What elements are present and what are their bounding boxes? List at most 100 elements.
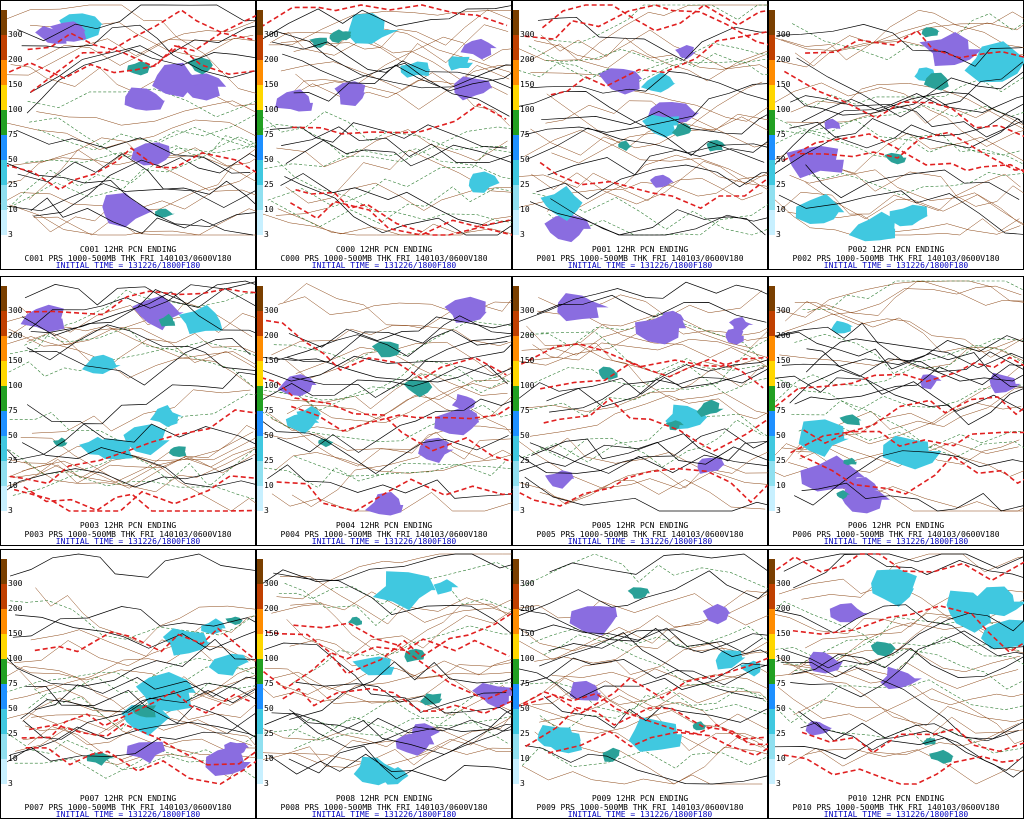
isobar <box>258 334 518 382</box>
state-border <box>795 132 1024 174</box>
thickness-line <box>539 419 764 468</box>
scale-label: 3 <box>520 779 525 788</box>
state-border <box>270 31 510 81</box>
thickness-line <box>548 4 790 44</box>
panel-title: P002 12HR PCN ENDING <box>848 245 945 254</box>
precip-area <box>152 62 207 98</box>
scale-label: 3 <box>776 506 781 515</box>
isobar <box>30 197 254 236</box>
map-area <box>768 280 1024 514</box>
precip-area <box>824 118 841 130</box>
colorbar-segment <box>513 160 519 185</box>
precip-area <box>569 606 618 636</box>
isobar <box>26 404 259 446</box>
isobar <box>6 708 263 763</box>
isobar <box>550 198 772 236</box>
scale-label: 75 <box>776 679 786 688</box>
precip-area <box>843 457 857 466</box>
map-area <box>512 281 795 512</box>
precip-area <box>132 295 184 331</box>
colorbar-segment <box>257 436 263 461</box>
scale-label: 10 <box>264 754 274 763</box>
precip-area <box>372 571 436 611</box>
precip-area <box>848 211 896 242</box>
colorbar-segment <box>513 609 519 634</box>
isobar <box>531 433 773 462</box>
precip-area <box>155 208 175 218</box>
state-border <box>274 449 529 474</box>
colorbar-segment <box>257 386 263 411</box>
scale-label: 3 <box>264 506 269 515</box>
colorbar-segment <box>513 35 519 60</box>
colorbar-segment <box>513 436 519 461</box>
state-border <box>291 438 511 507</box>
precip-area <box>642 114 680 138</box>
isobar <box>269 122 507 149</box>
isobar <box>24 284 260 309</box>
precip-area <box>102 192 154 228</box>
state-border <box>779 347 1024 370</box>
colorbar-segment <box>513 559 519 584</box>
panel-title: P007 12HR PCN ENDING <box>80 794 177 803</box>
state-border <box>780 173 1021 215</box>
colorbar-segment <box>1 411 7 436</box>
state-border <box>280 72 510 126</box>
freezing-line <box>295 188 513 236</box>
state-border <box>778 22 1024 68</box>
scale-label: 50 <box>8 704 18 713</box>
state-border <box>276 553 532 600</box>
freezing-line <box>291 395 527 432</box>
scale-label: 300 <box>520 306 535 315</box>
colorbar-segment <box>1 709 7 734</box>
colorbar-segment <box>1 185 7 210</box>
state-border <box>295 64 528 110</box>
state-border <box>280 24 509 64</box>
precip-area <box>697 457 725 474</box>
isobar <box>23 682 270 740</box>
colorbar-segment <box>257 311 263 336</box>
precip-area <box>49 21 87 42</box>
scale-label: 3 <box>264 779 269 788</box>
state-border <box>280 576 517 625</box>
state-border <box>774 667 1024 706</box>
colorbar-segment <box>769 684 775 709</box>
precip-area <box>628 716 683 752</box>
thickness-line <box>9 393 280 446</box>
precip-area <box>795 194 845 224</box>
isobar <box>10 722 278 756</box>
state-border <box>295 347 508 396</box>
precip-area <box>150 405 183 427</box>
state-border <box>526 325 783 378</box>
precip-area <box>839 414 862 426</box>
colorbar-segment <box>1 336 7 361</box>
state-border <box>0 446 260 493</box>
colorbar-segment <box>257 185 263 210</box>
isobar <box>16 129 251 174</box>
isobar <box>280 173 514 226</box>
panel-subtitle: P002 PRS 1000-500MB THK FRI 140103/0600V… <box>792 254 999 263</box>
scale-label: 100 <box>264 381 279 390</box>
colorbar-segment <box>513 684 519 709</box>
isobar <box>539 632 764 700</box>
isobar <box>271 712 523 755</box>
scale-label: 100 <box>8 654 23 663</box>
precip-area <box>403 380 433 398</box>
precip-area <box>798 419 849 457</box>
precip-area <box>919 32 983 66</box>
state-border <box>26 331 261 374</box>
scale-label: 75 <box>520 130 530 139</box>
isobar <box>288 316 527 348</box>
scale-label: 25 <box>520 729 530 738</box>
isobar <box>793 553 1024 589</box>
panel-title: P001 12HR PCN ENDING <box>592 245 689 254</box>
initial-time: INITIAL TIME = 131226/1800F180 <box>824 261 969 270</box>
freezing-line <box>259 4 508 28</box>
model-panel: 300 200 150 100 75 50 25 10 3 C001 12HR PCN ENDIN… <box>0 0 283 270</box>
isobar <box>292 336 520 398</box>
precip-area <box>418 437 454 463</box>
colorbar-segment <box>257 336 263 361</box>
precip-area <box>923 72 949 91</box>
isobar <box>10 553 277 578</box>
initial-time: INITIAL TIME = 131226/1800F180 <box>568 261 713 270</box>
isobar <box>537 16 787 61</box>
